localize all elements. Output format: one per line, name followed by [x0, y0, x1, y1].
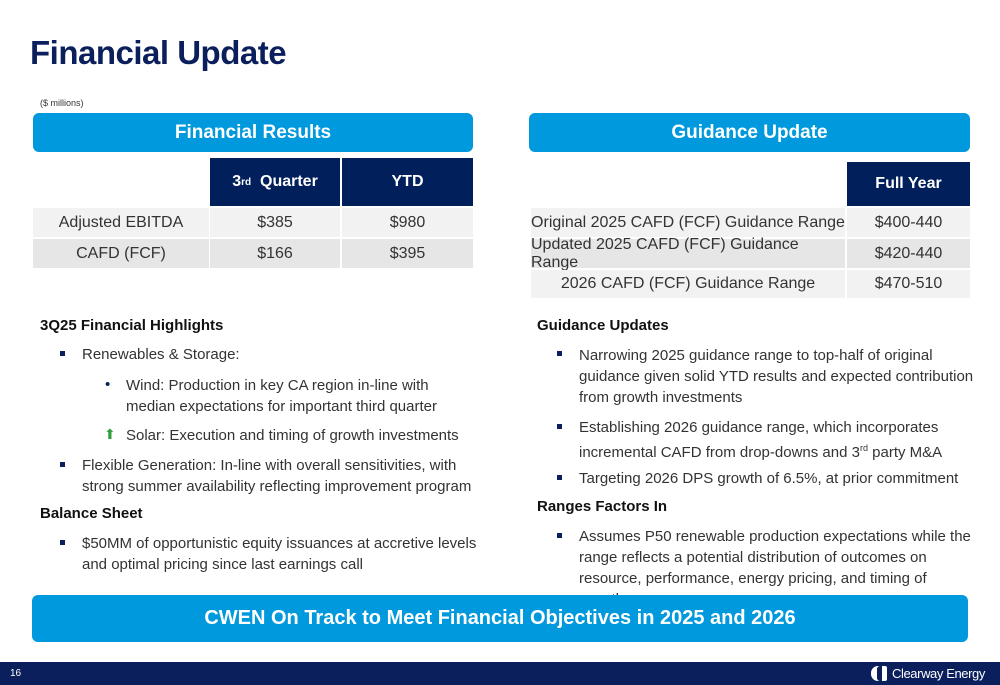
highlights-heading: 3Q25 Financial Highlights [40, 317, 224, 334]
bullet-icon [60, 540, 65, 545]
cell-value: $385 [210, 208, 340, 237]
col-full-year: Full Year [847, 162, 970, 206]
bullet-icon [557, 533, 562, 538]
row-label: Updated 2025 CAFD (FCF) Guidance Range [531, 236, 845, 271]
clearway-logo-icon [871, 666, 887, 681]
bullet-text: Solar: Execution and timing of growth in… [126, 427, 459, 444]
bullet-text: Wind: Production in key CA region in-lin… [126, 377, 437, 415]
summary-banner: CWEN On Track to Meet Financial Objectiv… [32, 595, 968, 642]
col-ytd: YTD [342, 158, 473, 206]
bullet-text: Establishing 2026 guidance range, which … [579, 419, 943, 461]
cell-value: $166 [210, 239, 340, 268]
row-label: CAFD (FCF) [33, 239, 209, 268]
bullet-icon [557, 424, 562, 429]
cell-value: $470-510 [847, 270, 970, 298]
cell-value: $395 [342, 239, 473, 268]
ranges-heading: Ranges Factors In [537, 498, 668, 515]
bullet-text: Renewables & Storage: [82, 346, 240, 363]
bullet-text: $50MM of opportunistic equity issuances … [82, 535, 477, 573]
bullet-text: Targeting 2026 DPS growth of 6.5%, at pr… [579, 470, 959, 487]
page-number: 16 [10, 668, 22, 679]
cell-value: $400-440 [847, 208, 970, 237]
units-note: ($ millions) [40, 98, 84, 108]
bullet-icon [557, 475, 562, 480]
bullet-text: Narrowing 2025 guidance range to top-hal… [579, 347, 974, 406]
balance-heading: Balance Sheet [40, 505, 143, 522]
row-label: Original 2025 CAFD (FCF) Guidance Range [531, 208, 845, 237]
page-title: Financial Update [30, 34, 287, 71]
footer: 16 Clearway Energy [0, 662, 1000, 685]
up-arrow-icon: ⬆ [104, 426, 116, 442]
guidance-updates-heading: Guidance Updates [537, 317, 669, 334]
bullet-icon [60, 462, 65, 467]
bullet-text: Flexible Generation: In-line with overal… [82, 457, 472, 495]
bullet-icon [60, 351, 65, 356]
cell-value: $420-440 [847, 239, 970, 268]
bullet-dot-icon: • [105, 376, 111, 393]
financial-results-header: Financial Results [33, 113, 473, 152]
cell-value: $980 [342, 208, 473, 237]
row-label: Adjusted EBITDA [33, 208, 209, 237]
row-label: 2026 CAFD (FCF) Guidance Range [531, 270, 845, 298]
bullet-icon [557, 351, 562, 356]
guidance-update-header: Guidance Update [529, 113, 970, 152]
company-logo-text: Clearway Energy [892, 666, 985, 681]
